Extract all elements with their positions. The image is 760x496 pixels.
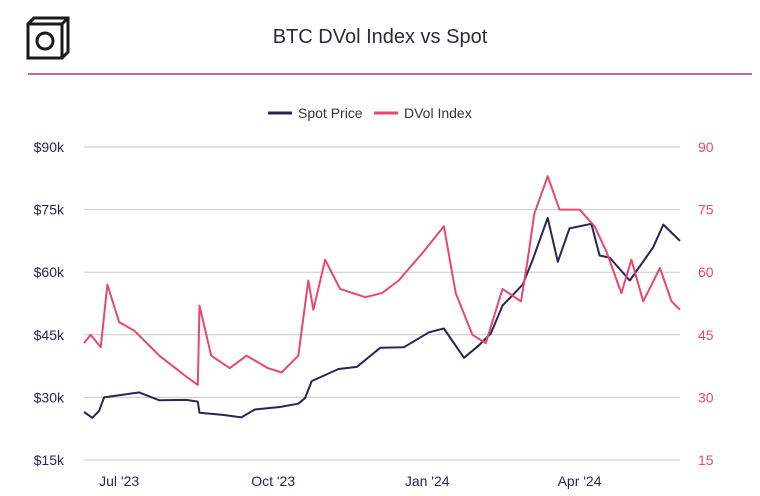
left-axis-tick-label: $30k: [34, 389, 65, 405]
right-axis-tick-label: 45: [698, 327, 714, 343]
x-axis-tick-label: Oct '23: [251, 473, 295, 489]
x-axis-tick-label: Jul '23: [99, 473, 139, 489]
x-axis-tick-label: Jan '24: [405, 473, 450, 489]
title-divider: [28, 73, 752, 75]
right-axis-tick-label: 60: [698, 264, 714, 280]
left-axis-tick-label: $90k: [34, 139, 65, 155]
right-axis-ticks: 90 75 60 45 30 15: [698, 139, 714, 468]
right-axis-tick-label: 75: [698, 202, 714, 218]
legend: Spot Price DVol Index: [268, 105, 472, 121]
series-line-dvol-index: [83, 175, 681, 386]
left-axis-tick-label: $60k: [34, 264, 65, 280]
page-title: BTC DVol Index vs Spot: [272, 26, 488, 48]
grid-lines: [84, 146, 680, 461]
series-lines: [83, 175, 681, 419]
x-axis-tick-label: Apr '24: [558, 473, 602, 489]
x-axis-ticks: Jul '23 Oct '23 Jan '24 Apr '24: [99, 473, 602, 489]
legend-label: DVol Index: [404, 105, 472, 121]
series-line-spot-price: [83, 216, 681, 419]
left-axis-tick-label: $45k: [34, 327, 65, 343]
left-axis-tick-label: $75k: [34, 202, 65, 218]
left-axis-tick-label: $15k: [34, 452, 65, 468]
right-axis-tick-label: 30: [698, 389, 714, 405]
box-logo-icon: [24, 12, 72, 60]
left-axis-ticks: $90k $75k $60k $45k $30k $15k: [34, 139, 65, 468]
right-axis-tick-label: 15: [698, 452, 714, 468]
right-axis-tick-label: 90: [698, 139, 714, 155]
legend-label: Spot Price: [298, 105, 363, 121]
